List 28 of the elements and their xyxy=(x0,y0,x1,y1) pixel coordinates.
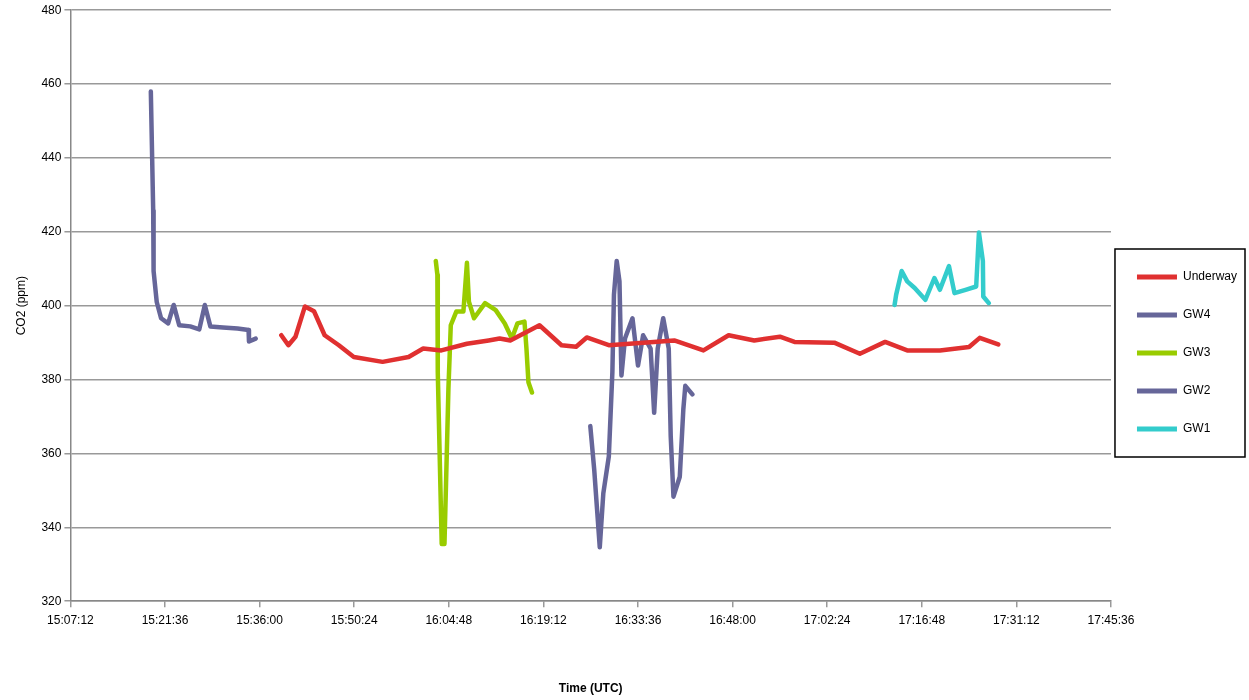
x-tick-label: 15:21:36 xyxy=(141,612,189,627)
y-tick-label: 320 xyxy=(41,593,62,608)
legend-label: GW2 xyxy=(1182,383,1211,398)
x-tick-label: 17:02:24 xyxy=(803,612,851,627)
x-tick-label: 15:36:00 xyxy=(236,612,284,627)
y-tick-label: 460 xyxy=(41,76,62,91)
legend-label: GW4 xyxy=(1182,307,1211,322)
x-tick-label: 16:48:00 xyxy=(709,612,757,627)
legend-label: GW3 xyxy=(1182,345,1211,360)
y-tick-label: 360 xyxy=(41,445,62,460)
x-tick-label: 15:50:24 xyxy=(330,612,378,627)
x-tick-label: 16:04:48 xyxy=(425,612,473,627)
x-tick-label: 17:31:12 xyxy=(993,612,1041,627)
x-tick-label: 17:16:48 xyxy=(898,612,946,627)
x-tick-label: 15:07:12 xyxy=(47,612,95,627)
x-tick-label: 17:45:36 xyxy=(1087,612,1135,627)
y-tick-label: 380 xyxy=(41,371,62,386)
y-tick-label: 480 xyxy=(41,2,62,17)
x-tick-label: 16:33:36 xyxy=(614,612,662,627)
x-tick-label: 16:19:12 xyxy=(520,612,568,627)
y-tick-label: 400 xyxy=(41,298,62,313)
legend-label: GW1 xyxy=(1182,421,1211,436)
y-tick-label: 340 xyxy=(41,519,62,534)
y-tick-label: 420 xyxy=(41,224,62,239)
legend-label: Underway xyxy=(1182,269,1238,284)
y-axis-title: CO2 (ppm) xyxy=(13,276,28,336)
x-axis-title: Time (UTC) xyxy=(558,681,623,696)
y-tick-label: 440 xyxy=(41,150,62,165)
